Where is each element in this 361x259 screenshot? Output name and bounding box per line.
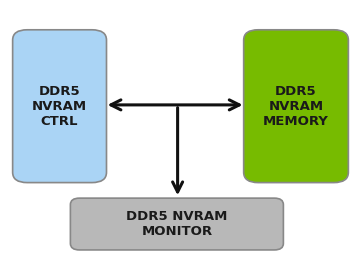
Text: DDR5
NVRAM
MEMORY: DDR5 NVRAM MEMORY — [263, 85, 329, 128]
FancyBboxPatch shape — [70, 198, 283, 250]
FancyBboxPatch shape — [244, 30, 348, 183]
FancyBboxPatch shape — [13, 30, 106, 183]
Text: DDR5
NVRAM
CTRL: DDR5 NVRAM CTRL — [32, 85, 87, 128]
Text: DDR5 NVRAM
MONITOR: DDR5 NVRAM MONITOR — [126, 210, 227, 238]
